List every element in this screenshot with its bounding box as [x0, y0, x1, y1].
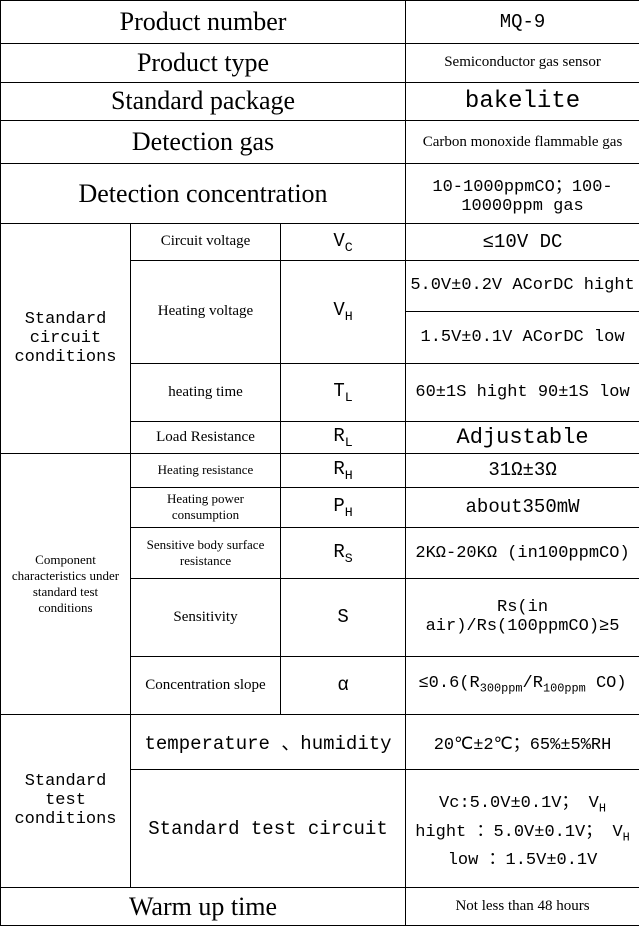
- table-row: Warm up time Not less than 48 hours: [1, 888, 639, 926]
- param-value: ≤0.6(R300ppm/R100ppm CO): [406, 656, 639, 714]
- row-label: Detection gas: [1, 121, 406, 164]
- param-value: Rs(in air)/Rs(100ppmCO)≥5: [406, 579, 639, 656]
- param-label: Heating voltage: [131, 260, 281, 363]
- param-label: Circuit voltage: [131, 224, 281, 260]
- param-symbol: α: [281, 656, 406, 714]
- param-label: Concentration slope: [131, 656, 281, 714]
- param-symbol: VH: [281, 260, 406, 363]
- row-label: Warm up time: [1, 888, 406, 926]
- param-value: 2KΩ-20KΩ (in100ppmCO): [406, 527, 639, 579]
- param-label: Heating resistance: [131, 453, 281, 487]
- param-value: 5.0V±0.2V ACorDC hight: [406, 260, 639, 312]
- row-value: Semiconductor gas sensor: [406, 43, 639, 82]
- param-label: temperature 、humidity: [131, 714, 406, 770]
- row-label: Product type: [1, 43, 406, 82]
- param-symbol: RH: [281, 453, 406, 487]
- param-label: Sensitive body surface resistance: [131, 527, 281, 579]
- table-row: Detection concentration 10-1000ppmCO；100…: [1, 164, 639, 224]
- row-value: Not less than 48 hours: [406, 888, 639, 926]
- param-label: Load Resistance: [131, 421, 281, 453]
- table-row: Standard package bakelite: [1, 82, 639, 121]
- section-label: Standard test conditions: [1, 714, 131, 888]
- param-value: ≤10V DC: [406, 224, 639, 260]
- param-value: 1.5V±0.1V ACorDC low: [406, 312, 639, 364]
- param-value: about350mW: [406, 488, 639, 528]
- row-value: bakelite: [406, 82, 639, 121]
- param-label: heating time: [131, 363, 281, 421]
- table-row: Standard test conditions temperature 、hu…: [1, 714, 639, 770]
- row-value: MQ-9: [406, 1, 639, 44]
- param-value: 20℃±2℃；65%±5%RH: [406, 714, 639, 770]
- row-label: Product number: [1, 1, 406, 44]
- param-value: 60±1S hight 90±1S low: [406, 363, 639, 421]
- param-label: Standard test circuit: [131, 770, 406, 888]
- param-value: Vc:5.0V±0.1V； VH hight ：5.0V±0.1V； VH lo…: [406, 770, 639, 888]
- section-label: Standard circuit conditions: [1, 224, 131, 454]
- row-label: Detection concentration: [1, 164, 406, 224]
- datasheet-table: Product number MQ-9 Product type Semicon…: [0, 0, 639, 926]
- param-label: Heating power consumption: [131, 488, 281, 528]
- row-value: 10-1000ppmCO；100-10000ppm gas: [406, 164, 639, 224]
- row-value: Carbon monoxide flammable gas: [406, 121, 639, 164]
- table-row: Standard circuit conditions Circuit volt…: [1, 224, 639, 260]
- param-symbol: S: [281, 579, 406, 656]
- param-value: 31Ω±3Ω: [406, 453, 639, 487]
- table-row: Product number MQ-9: [1, 1, 639, 44]
- param-symbol: RL: [281, 421, 406, 453]
- table-row: Component characteristics under standard…: [1, 453, 639, 487]
- section-label: Component characteristics under standard…: [1, 453, 131, 714]
- param-symbol: TL: [281, 363, 406, 421]
- param-symbol: VC: [281, 224, 406, 260]
- param-value: Adjustable: [406, 421, 639, 453]
- table-row: Product type Semiconductor gas sensor: [1, 43, 639, 82]
- table-row: Detection gas Carbon monoxide flammable …: [1, 121, 639, 164]
- row-label: Standard package: [1, 82, 406, 121]
- param-label: Sensitivity: [131, 579, 281, 656]
- param-symbol: PH: [281, 488, 406, 528]
- param-symbol: RS: [281, 527, 406, 579]
